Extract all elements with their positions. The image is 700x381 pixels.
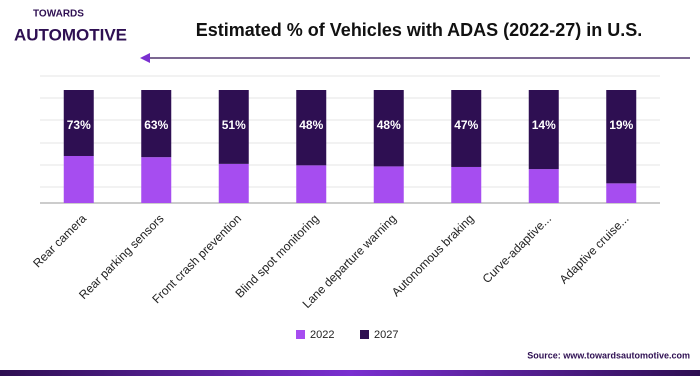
value-label: 19%: [609, 118, 633, 132]
legend-swatch: [296, 330, 305, 339]
bar-segment: [141, 157, 172, 203]
x-tick-label: Curve-adaptive...: [480, 211, 555, 286]
value-label: 63%: [144, 118, 168, 132]
chart-title: Estimated % of Vehicles with ADAS (2022-…: [196, 20, 642, 40]
footer-bar: [0, 370, 700, 376]
value-label: 73%: [67, 118, 91, 132]
legend-label: 2027: [374, 329, 398, 341]
grid: [40, 75, 660, 188]
value-label: 51%: [222, 118, 246, 132]
source: Source: www.towardsautomotive.com: [527, 350, 690, 360]
title-arrow: [140, 53, 150, 63]
x-tick-label: Blind spot monitoring: [232, 211, 321, 300]
x-tick-label: Front crash prevention: [149, 211, 244, 306]
value-label: 48%: [299, 118, 323, 132]
bar-segment: [606, 90, 637, 184]
bar-segment: [218, 163, 249, 203]
bar-segment: [451, 90, 482, 167]
bar-segment: [296, 165, 327, 203]
x-tick-label: Autonomous braking: [389, 211, 477, 299]
legend-swatch: [360, 330, 369, 339]
x-tick-label: Adaptive cruise...: [557, 211, 632, 286]
x-tick-label: Rear camera: [30, 211, 89, 270]
bar-segment: [296, 90, 327, 166]
bar-segment: [63, 90, 94, 156]
logo-line2: AUTOMOTIVE: [14, 25, 127, 44]
bar-segment: [218, 90, 249, 164]
value-label: 47%: [454, 118, 478, 132]
x-tick-label: Rear parking sensors: [76, 211, 167, 302]
value-label: 14%: [532, 118, 556, 132]
legend-label: 2022: [310, 329, 334, 341]
bar-segment: [141, 90, 172, 158]
bar-segment: [373, 166, 404, 203]
bar-segment: [63, 155, 94, 203]
bar-segment: [528, 169, 559, 203]
bar-segment: [528, 90, 559, 170]
value-label: 48%: [377, 118, 401, 132]
bar-segment: [606, 183, 637, 203]
bar-segment: [373, 90, 404, 167]
bar-segment: [451, 166, 482, 203]
logo-line1: TOWARDS: [33, 9, 84, 20]
